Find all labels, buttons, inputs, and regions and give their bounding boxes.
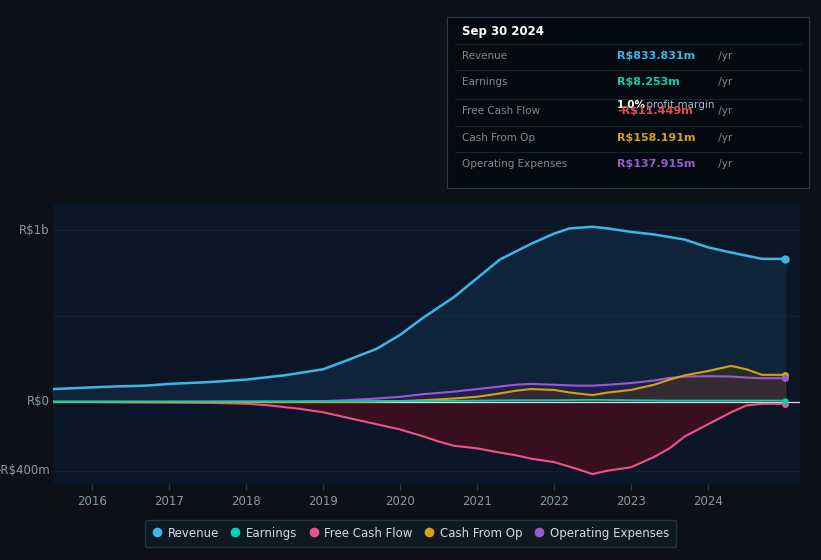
Bar (708, 204, 800, 484)
Text: profit margin: profit margin (643, 100, 714, 110)
Text: R$833.831m: R$833.831m (617, 51, 695, 61)
Text: Revenue: Revenue (462, 51, 507, 61)
Text: /yr: /yr (715, 133, 732, 143)
Text: R$0: R$0 (26, 395, 49, 408)
Text: R$137.915m: R$137.915m (617, 158, 695, 169)
Text: Sep 30 2024: Sep 30 2024 (462, 25, 544, 38)
Text: 1.0%: 1.0% (617, 100, 646, 110)
Text: /yr: /yr (715, 106, 732, 115)
Legend: Revenue, Earnings, Free Cash Flow, Cash From Op, Operating Expenses: Revenue, Earnings, Free Cash Flow, Cash … (145, 520, 676, 547)
Text: -R$11.449m: -R$11.449m (617, 106, 693, 115)
Text: Cash From Op: Cash From Op (462, 133, 535, 143)
Text: /yr: /yr (715, 158, 732, 169)
Text: -R$400m: -R$400m (0, 464, 49, 477)
Text: R$1b: R$1b (19, 223, 49, 237)
Text: Earnings: Earnings (462, 77, 507, 87)
Text: Operating Expenses: Operating Expenses (462, 158, 567, 169)
Text: /yr: /yr (715, 77, 732, 87)
Text: /yr: /yr (715, 51, 732, 61)
Text: R$8.253m: R$8.253m (617, 77, 680, 87)
Text: Free Cash Flow: Free Cash Flow (462, 106, 540, 115)
Text: R$158.191m: R$158.191m (617, 133, 695, 143)
